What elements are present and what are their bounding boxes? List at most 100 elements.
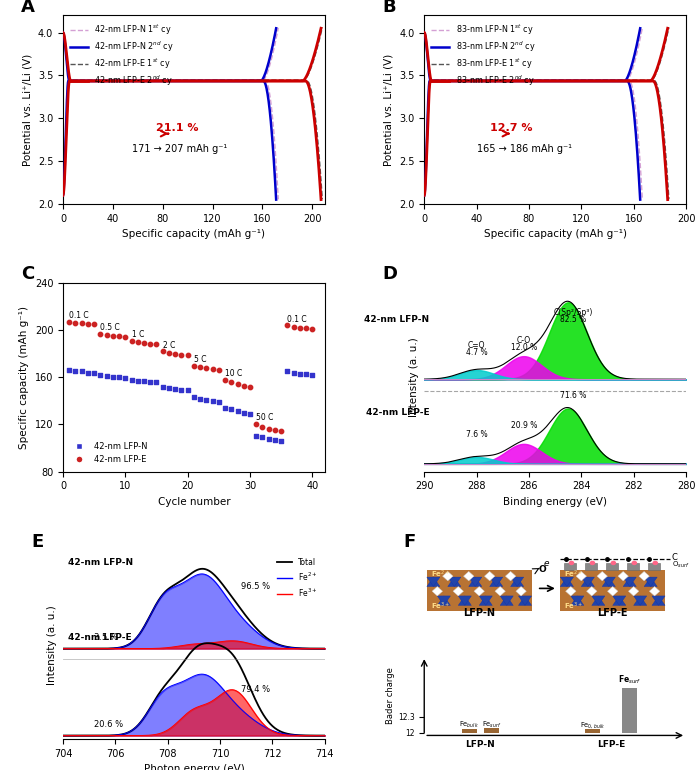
Point xyxy=(169,347,181,360)
Point xyxy=(94,327,106,340)
Point xyxy=(151,376,162,388)
Polygon shape xyxy=(566,587,576,596)
Text: 42-nm LFP-N: 42-nm LFP-N xyxy=(68,558,134,567)
Text: 171 → 207 mAh g⁻¹: 171 → 207 mAh g⁻¹ xyxy=(132,145,227,155)
Point xyxy=(288,320,299,333)
Point xyxy=(83,367,94,379)
Text: 12.7 %: 12.7 % xyxy=(490,123,532,133)
Polygon shape xyxy=(480,596,492,605)
Polygon shape xyxy=(480,596,492,605)
Point xyxy=(70,365,81,377)
Y-axis label: Intensity (a. u.): Intensity (a. u.) xyxy=(48,605,57,685)
Text: 165 → 186 mAh g⁻¹: 165 → 186 mAh g⁻¹ xyxy=(477,145,572,155)
Legend: Total, Fe$^{2+}$, Fe$^{3+}$: Total, Fe$^{2+}$, Fe$^{3+}$ xyxy=(274,554,321,602)
Text: 42-nm LFP-E: 42-nm LFP-E xyxy=(366,408,430,417)
Text: 20.6 %: 20.6 % xyxy=(94,720,123,729)
Bar xyxy=(564,563,576,570)
Text: Fe$^{2+}$: Fe$^{2+}$ xyxy=(564,568,584,580)
Polygon shape xyxy=(634,596,647,605)
Point xyxy=(107,330,118,342)
Y-axis label: Intensity (a. u.): Intensity (a. u.) xyxy=(409,337,419,417)
Polygon shape xyxy=(597,571,608,581)
Text: B: B xyxy=(382,0,396,15)
Polygon shape xyxy=(427,577,440,587)
Point xyxy=(120,373,131,385)
Polygon shape xyxy=(484,571,495,581)
Legend: 42-nm LFP-N 1$^{st}$ cy, 42-nm LFP-N 2$^{nd}$ cy, 42-nm LFP-E 1$^{st}$ cy, 42-nm: 42-nm LFP-N 1$^{st}$ cy, 42-nm LFP-N 2$^… xyxy=(67,19,177,91)
Point xyxy=(300,322,312,334)
Text: A: A xyxy=(21,0,35,15)
Point xyxy=(188,360,199,372)
Polygon shape xyxy=(644,577,657,587)
Text: 71.6 %: 71.6 % xyxy=(560,391,587,400)
Text: C: C xyxy=(21,266,34,283)
Circle shape xyxy=(611,561,615,564)
Text: C(Sp²/Sp³): C(Sp²/Sp³) xyxy=(554,308,593,317)
Point xyxy=(157,380,168,393)
Circle shape xyxy=(632,561,636,564)
Polygon shape xyxy=(623,577,636,587)
Polygon shape xyxy=(652,596,665,605)
Point xyxy=(89,367,100,379)
Point xyxy=(182,349,193,361)
Point xyxy=(120,331,131,343)
Polygon shape xyxy=(500,596,513,605)
Point xyxy=(232,378,243,390)
Polygon shape xyxy=(581,577,594,587)
Polygon shape xyxy=(448,577,461,587)
Point xyxy=(157,345,168,357)
Polygon shape xyxy=(516,587,526,596)
Point xyxy=(76,365,88,377)
Point xyxy=(300,367,312,380)
Point xyxy=(270,424,281,437)
Polygon shape xyxy=(587,587,597,596)
Text: e: e xyxy=(543,559,549,567)
Circle shape xyxy=(653,561,657,564)
Point xyxy=(163,382,174,394)
Point xyxy=(219,402,230,414)
Polygon shape xyxy=(561,577,573,587)
Text: D: D xyxy=(382,266,398,283)
Polygon shape xyxy=(561,577,573,587)
Point xyxy=(263,423,274,435)
Text: 5 C: 5 C xyxy=(194,355,206,364)
Polygon shape xyxy=(623,577,636,587)
Text: 79.4 %: 79.4 % xyxy=(241,685,270,694)
Point xyxy=(83,318,94,330)
Polygon shape xyxy=(652,596,665,605)
Text: F: F xyxy=(403,533,416,551)
Point xyxy=(107,371,118,383)
Text: E: E xyxy=(32,533,44,551)
Text: 7.6 %: 7.6 % xyxy=(466,430,487,439)
Polygon shape xyxy=(634,596,647,605)
Polygon shape xyxy=(592,596,605,605)
Point xyxy=(101,329,112,341)
Legend: 42-nm LFP-N, 42-nm LFP-E: 42-nm LFP-N, 42-nm LFP-E xyxy=(67,439,150,467)
Polygon shape xyxy=(576,571,587,581)
Point xyxy=(89,318,100,330)
Point xyxy=(64,316,75,328)
Text: 21.1 %: 21.1 % xyxy=(157,123,199,133)
Polygon shape xyxy=(469,577,482,587)
Polygon shape xyxy=(519,596,531,605)
Point xyxy=(251,418,262,430)
X-axis label: Specific capacity (mAh g⁻¹): Specific capacity (mAh g⁻¹) xyxy=(484,229,626,239)
Text: 20.9 %: 20.9 % xyxy=(510,420,537,430)
Y-axis label: Potential vs. Li⁺/Li (V): Potential vs. Li⁺/Li (V) xyxy=(384,54,393,166)
Polygon shape xyxy=(427,577,440,587)
Polygon shape xyxy=(510,577,524,587)
Text: 42-nm LFP-E: 42-nm LFP-E xyxy=(68,633,132,641)
Text: 12.0 %: 12.0 % xyxy=(510,343,537,352)
Point xyxy=(238,380,249,392)
Point xyxy=(214,396,225,408)
Text: LFP-N: LFP-N xyxy=(463,608,495,618)
Polygon shape xyxy=(612,596,626,605)
Polygon shape xyxy=(629,587,639,596)
Point xyxy=(294,322,305,334)
Polygon shape xyxy=(592,596,605,605)
Polygon shape xyxy=(570,596,584,605)
Point xyxy=(238,407,249,419)
Point xyxy=(169,383,181,395)
Point xyxy=(145,376,156,388)
Point xyxy=(176,349,187,361)
